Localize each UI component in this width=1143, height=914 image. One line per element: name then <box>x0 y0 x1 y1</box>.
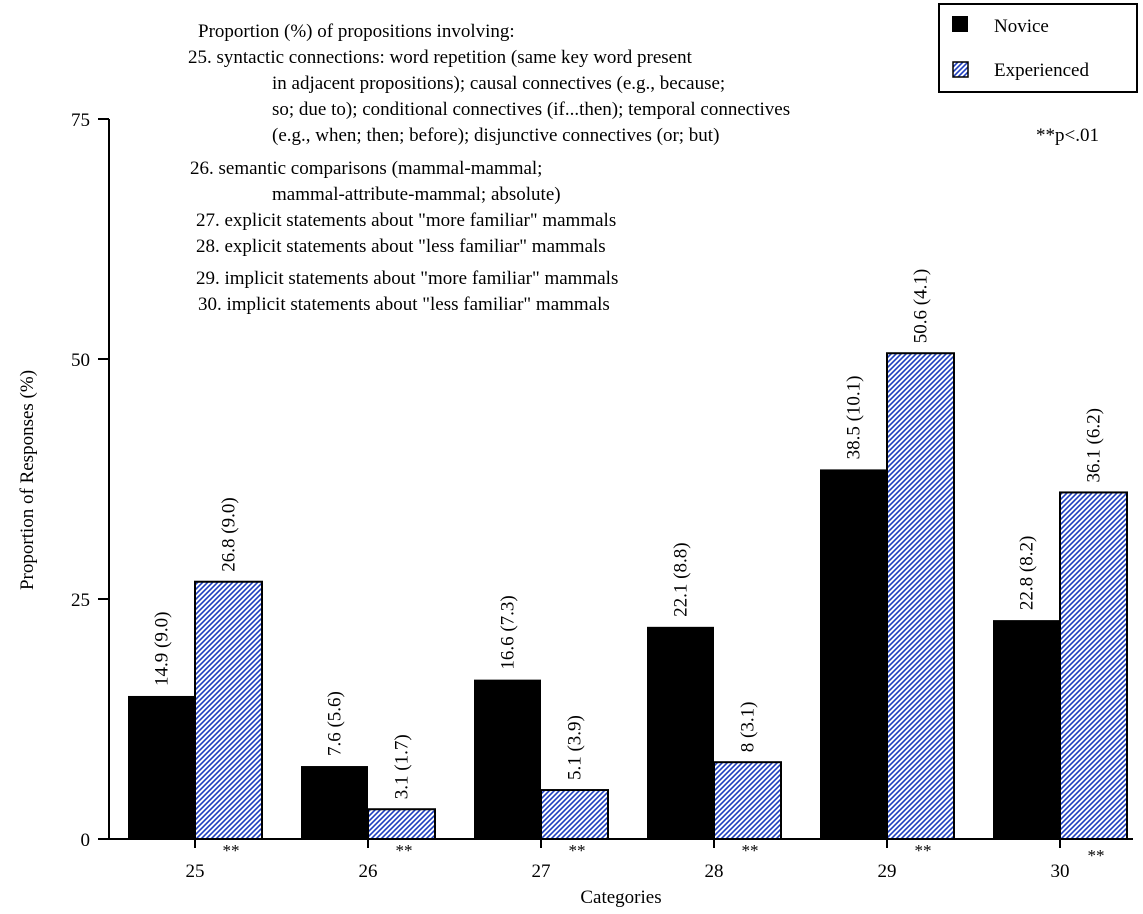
bar-value-label: 7.6 (5.6) <box>325 691 346 756</box>
annotation-block: Proportion (%) of propositions involving… <box>188 21 790 315</box>
bar-value-label: 36.1 (6.2) <box>1084 408 1105 482</box>
annotation-line: 29. implicit statements about "more fami… <box>196 268 618 289</box>
legend-label-experienced: Experienced <box>994 60 1089 81</box>
significance-mark: ** <box>915 841 932 860</box>
y-tick-label: 25 <box>71 590 90 611</box>
legend: Novice Experienced <box>938 3 1138 93</box>
bar-value-label: 26.8 (9.0) <box>219 497 240 571</box>
x-tick-label: 28 <box>705 861 724 882</box>
x-tick-label: 26 <box>359 861 378 882</box>
bars <box>128 352 1128 841</box>
annotation-line: 30. implicit statements about "less fami… <box>198 294 610 315</box>
significance-mark: ** <box>569 841 586 860</box>
bar-novice <box>301 766 368 839</box>
bar-experienced <box>540 789 609 840</box>
x-tick-label: 25 <box>186 861 205 882</box>
annotation-line: 27. explicit statements about "more fami… <box>196 210 616 231</box>
bar-value-label: 16.6 (7.3) <box>498 595 519 669</box>
bar-novice <box>474 679 541 839</box>
y-tick-label: 0 <box>81 830 91 851</box>
annotation-line: so; due to); conditional connectives (if… <box>272 99 790 120</box>
bar-labels: 14.9 (9.0) 26.8 (9.0) 7.6 (5.6) 3.1 (1.7) 16… <box>152 269 1105 799</box>
y-ticks: 0 25 50 75 <box>71 110 109 851</box>
legend-label-novice: Novice <box>994 16 1049 37</box>
bar-experienced <box>1059 491 1128 840</box>
annotation-line: 26. semantic comparisons (mammal-mammal; <box>190 158 542 179</box>
y-axis-title: Proportion of Responses (%) <box>17 370 38 590</box>
legend-swatch-experienced <box>952 61 969 78</box>
significance-mark: ** <box>396 841 413 860</box>
x-tick-label: 30 <box>1051 861 1070 882</box>
legend-items: Novice Experienced <box>952 16 1089 81</box>
bar-value-label: 50.6 (4.1) <box>911 269 932 343</box>
x-axis-title: Categories <box>580 887 661 908</box>
annotation-line: mammal-attribute-mammal; absolute) <box>272 184 561 205</box>
x-tick-label: 27 <box>532 861 551 882</box>
bar-value-label: 38.5 (10.1) <box>844 375 865 459</box>
x-tick-label: 29 <box>878 861 897 882</box>
annotation-line: 25. syntactic connections: word repetiti… <box>188 47 693 68</box>
bar-experienced <box>886 352 955 840</box>
annotation-line: Proportion (%) of propositions involving… <box>198 21 515 42</box>
bar-value-label: 22.8 (8.2) <box>1017 536 1038 610</box>
bar-value-label: 22.1 (8.8) <box>671 542 692 616</box>
significance-mark: ** <box>1088 846 1105 865</box>
y-tick-label: 75 <box>71 110 90 131</box>
bar-novice <box>993 620 1060 839</box>
bar-experienced <box>194 580 263 840</box>
annotation-line: (e.g., when; then; before); disjunctive … <box>272 125 719 146</box>
bar-experienced <box>713 761 782 841</box>
bar-value-label: 8 (3.1) <box>738 702 759 753</box>
bar-novice <box>647 626 714 839</box>
significance-mark: ** <box>223 841 240 860</box>
bar-novice <box>128 695 195 839</box>
bar-novice <box>820 469 887 839</box>
bar-experienced <box>367 808 436 840</box>
y-tick-label: 50 <box>71 350 90 371</box>
bar-value-label: 3.1 (1.7) <box>392 734 413 799</box>
bar-value-label: 5.1 (3.9) <box>565 715 586 780</box>
bar-value-label: 14.9 (9.0) <box>152 612 173 686</box>
annotation-line: in adjacent propositions); causal connec… <box>272 73 725 94</box>
x-ticks: 25 ** 26 ** 27 ** 28 ** 29 ** 30 ** <box>186 839 1105 882</box>
significance-mark: ** <box>742 841 759 860</box>
significance-note: **p<.01 <box>1036 125 1099 146</box>
annotation-line: 28. explicit statements about "less fami… <box>196 236 606 257</box>
legend-swatch-novice <box>952 16 968 32</box>
